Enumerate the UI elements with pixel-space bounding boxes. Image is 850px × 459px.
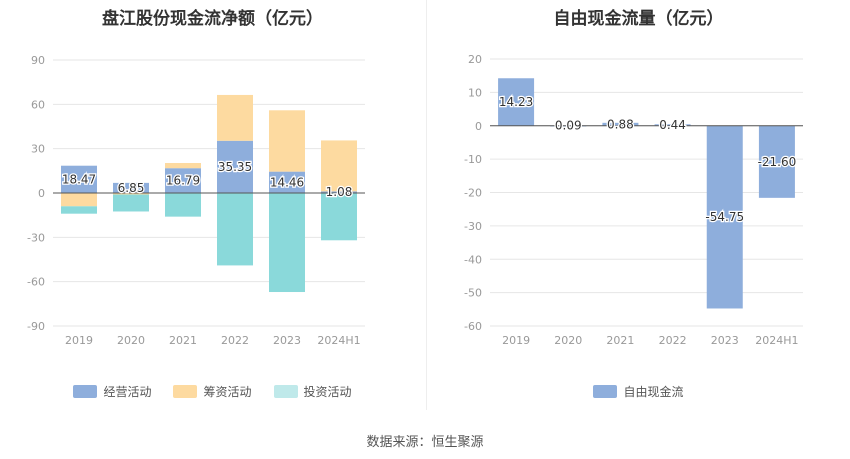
x-tick-label: 2023 bbox=[273, 334, 301, 347]
legend-item-fcf[interactable]: 自由现金流 bbox=[593, 383, 684, 400]
y-tick-label: 0 bbox=[38, 187, 45, 200]
panel-divider bbox=[426, 0, 427, 410]
legend-label-investing: 投资活动 bbox=[303, 385, 352, 399]
legend-swatch-operating bbox=[73, 385, 98, 398]
data-label: 14.23 bbox=[499, 95, 533, 109]
legend-swatch-fcf bbox=[593, 385, 618, 398]
y-tick-label: -90 bbox=[27, 320, 45, 333]
y-tick-label: 60 bbox=[31, 98, 45, 111]
legend-swatch-financing bbox=[173, 385, 198, 398]
x-tick-label: 2019 bbox=[65, 334, 93, 347]
x-tick-label: 2020 bbox=[554, 334, 582, 347]
fcf-legend: 自由现金流 bbox=[427, 383, 850, 400]
y-tick-label: 90 bbox=[31, 54, 45, 67]
data-label: -54.75 bbox=[705, 210, 744, 224]
x-tick-label: 2024H1 bbox=[317, 334, 360, 347]
bar-financing bbox=[269, 110, 305, 172]
fcf-chart-panel: 自由现金流量（亿元） 20 10 0 -10 -20 -30 -40 -50 -60 2019 20… bbox=[427, 0, 850, 410]
bar-operating bbox=[165, 168, 201, 193]
fcf-chart-title: 自由现金流量（亿元） bbox=[553, 9, 724, 29]
data-label: 16.79 bbox=[166, 174, 200, 188]
x-tick-label: 2021 bbox=[169, 334, 197, 347]
bar-fcf bbox=[602, 122, 639, 126]
data-label: 0.09 bbox=[555, 119, 582, 133]
legend-label-operating: 经营活动 bbox=[103, 385, 152, 399]
data-label: 35.35 bbox=[218, 160, 252, 174]
bar-investing bbox=[269, 193, 305, 293]
bar-operating bbox=[61, 165, 97, 193]
data-source-note: 数据来源：恒生聚源 bbox=[366, 435, 484, 450]
data-label: 14.46 bbox=[270, 175, 304, 189]
bar-investing bbox=[61, 206, 97, 214]
legend-item-investing[interactable]: 投资活动 bbox=[273, 383, 352, 400]
data-label: 6.85 bbox=[118, 181, 145, 195]
bar-operating bbox=[321, 191, 357, 193]
bar-financing bbox=[217, 94, 253, 141]
bar-investing bbox=[165, 193, 201, 217]
bar-operating bbox=[269, 171, 305, 193]
data-label: 0.88 bbox=[607, 117, 634, 131]
y-tick-label: -20 bbox=[464, 187, 482, 200]
x-tick-label: 2022 bbox=[659, 334, 687, 347]
y-tick-label: -60 bbox=[464, 320, 482, 333]
bar-investing bbox=[217, 193, 253, 266]
x-tick-label: 2022 bbox=[221, 334, 249, 347]
y-tick-label: -30 bbox=[464, 220, 482, 233]
y-tick-label: -50 bbox=[464, 287, 482, 300]
y-tick-label: -10 bbox=[464, 153, 482, 166]
bar-financing bbox=[321, 140, 357, 192]
data-label: 1.08 bbox=[326, 185, 353, 199]
x-tick-label: 2019 bbox=[502, 334, 530, 347]
x-tick-label: 2020 bbox=[117, 334, 145, 347]
bar-operating bbox=[217, 140, 253, 193]
bar-fcf bbox=[498, 78, 535, 126]
y-tick-label: 0 bbox=[475, 120, 482, 133]
bar-investing bbox=[113, 194, 149, 212]
bar-fcf bbox=[654, 124, 691, 126]
data-label: -21.60 bbox=[758, 155, 797, 169]
data-label: 18.47 bbox=[62, 172, 96, 186]
y-tick-label: 20 bbox=[468, 53, 482, 66]
cashflow-chart-title: 盘江股份现金流净额（亿元） bbox=[102, 9, 323, 29]
y-tick-label: -40 bbox=[464, 253, 482, 266]
legend-swatch-investing bbox=[273, 385, 298, 398]
bar-financing bbox=[113, 193, 149, 195]
y-tick-label: -30 bbox=[27, 231, 45, 244]
bar-fcf bbox=[758, 125, 795, 198]
data-label: 0.44 bbox=[659, 118, 686, 132]
bar-operating bbox=[113, 182, 149, 193]
y-tick-label: -60 bbox=[27, 276, 45, 289]
legend-label-fcf: 自由现金流 bbox=[623, 385, 684, 399]
legend-item-financing[interactable]: 筹资活动 bbox=[173, 383, 252, 400]
bar-financing bbox=[165, 163, 201, 169]
cashflow-legend: 经营活动 筹资活动 投资活动 bbox=[0, 383, 425, 400]
y-tick-label: 30 bbox=[31, 143, 45, 156]
x-tick-label: 2024H1 bbox=[755, 334, 798, 347]
bar-financing bbox=[61, 193, 97, 207]
cashflow-chart-panel: 盘江股份现金流净额（亿元） 90 60 30 0 -30 -60 -90 2019 2020 20… bbox=[0, 0, 425, 410]
cashflow-chart-plot: 90 60 30 0 -30 -60 -90 2019 2020 2021 2022 2023 2024… bbox=[27, 54, 365, 347]
bar-investing bbox=[321, 193, 357, 241]
legend-item-operating[interactable]: 经营活动 bbox=[73, 383, 151, 400]
legend-label-financing: 筹资活动 bbox=[203, 385, 252, 399]
fcf-chart-plot: 20 10 0 -10 -20 -30 -40 -50 -60 2019 2020 2021 2022 2… bbox=[464, 53, 803, 347]
bar-fcf bbox=[706, 125, 743, 309]
x-tick-label: 2021 bbox=[606, 334, 634, 347]
y-tick-label: 10 bbox=[468, 86, 482, 99]
x-tick-label: 2023 bbox=[711, 334, 739, 347]
